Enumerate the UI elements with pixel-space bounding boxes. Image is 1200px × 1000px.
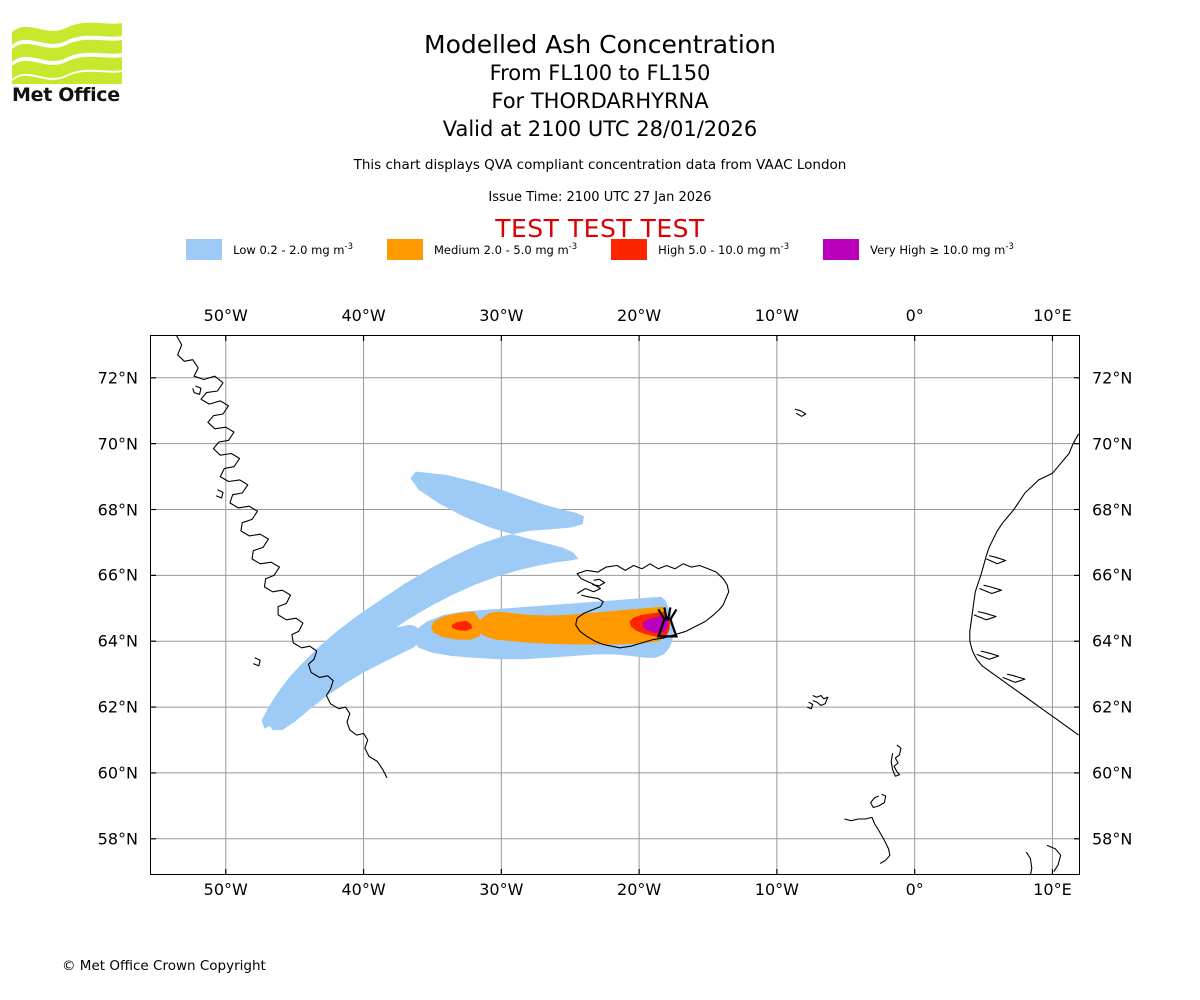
lon-label-bot-5: 0° — [905, 880, 924, 899]
title-block: Modelled Ash Concentration From FL100 to… — [0, 0, 1200, 243]
coastline-path-3 — [253, 657, 261, 667]
lat-label-right-2: 68°N — [1092, 500, 1133, 519]
logo-brand-text: Met Office — [12, 84, 120, 106]
coastline-path-4 — [575, 563, 730, 649]
coastline-path-12 — [969, 433, 1080, 736]
plume-low-2 — [267, 624, 422, 731]
lon-label-top-0: 50°W — [203, 306, 248, 325]
coastline-path-19 — [1046, 844, 1062, 872]
valid-time-subtitle: Valid at 2100 UTC 28/01/2026 — [442, 117, 758, 141]
ash-plume-contours — [261, 471, 674, 731]
flight-level-subtitle: From FL100 to FL150 — [489, 61, 711, 85]
legend-label-0: Low 0.2 - 2.0 mg m-3 — [233, 242, 353, 257]
lon-label-bot-1: 40°W — [341, 880, 386, 899]
issue-time: Issue Time: 2100 UTC 27 Jan 2026 — [488, 190, 712, 205]
lon-label-top-3: 20°W — [617, 306, 662, 325]
lat-label-left-7: 58°N — [97, 829, 138, 849]
coastline-path-15 — [973, 611, 997, 621]
lat-label-left-4: 64°N — [97, 631, 138, 651]
lon-label-bot-3: 20°W — [617, 880, 662, 899]
lat-label-right-6: 60°N — [1092, 763, 1133, 783]
legend-item-1: Medium 2.0 - 5.0 mg m-3 — [386, 239, 578, 260]
coastline-path-0 — [175, 335, 388, 779]
lon-label-bot-4: 10°W — [754, 880, 799, 899]
volcano-subtitle: For THORDARHYRNA — [491, 89, 709, 113]
legend-item-2: High 5.0 - 10.0 mg m-3 — [611, 239, 789, 260]
lon-label-bot-2: 30°W — [479, 880, 524, 899]
coastline-path-6 — [794, 408, 807, 417]
lat-label-right-7: 58°N — [1092, 829, 1133, 849]
qva-note: This chart displays QVA compliant concen… — [353, 157, 847, 173]
met-office-logo: Met Office — [10, 22, 130, 112]
coastline-path-11 — [844, 816, 891, 864]
legend-swatch-1 — [386, 239, 423, 260]
coastline-path-14 — [979, 584, 1003, 595]
coastline-path-9 — [890, 744, 902, 777]
lat-label-left-6: 60°N — [97, 763, 138, 783]
page-title: Modelled Ash Concentration — [424, 30, 776, 59]
plume-high-1 — [451, 620, 473, 631]
coastline-path-16 — [976, 650, 1000, 660]
coastline-path-1 — [192, 385, 202, 395]
legend-swatch-3 — [823, 239, 860, 260]
coastline-path-5 — [592, 578, 606, 587]
lat-label-right-0: 72°N — [1092, 368, 1133, 388]
coastline-path-13 — [986, 555, 1007, 565]
legend-label-3: Very High ≥ 10.0 mg m-3 — [870, 242, 1014, 257]
legend-item-3: Very High ≥ 10.0 mg m-3 — [823, 239, 1014, 260]
lon-label-top-5: 0° — [905, 306, 924, 325]
test-banner: TEST TEST TEST — [495, 214, 705, 243]
concentration-legend: Low 0.2 - 2.0 mg m-3 Medium 2.0 - 5.0 mg … — [0, 239, 1200, 260]
lat-label-right-5: 62°N — [1092, 697, 1133, 717]
coastline-path-10 — [870, 793, 887, 809]
lat-label-left-1: 70°N — [97, 434, 138, 454]
legend-swatch-0 — [186, 239, 223, 260]
legend-label-1: Medium 2.0 - 5.0 mg m-3 — [433, 242, 578, 257]
coastline-path-2 — [215, 489, 224, 499]
volcano-marker-icon — [656, 607, 678, 638]
lon-label-bot-6: 10°E — [1033, 880, 1072, 899]
plume-medium-0 — [476, 606, 670, 645]
coastline-path-8 — [807, 701, 814, 710]
lat-label-right-3: 66°N — [1092, 565, 1133, 585]
lat-label-right-4: 64°N — [1092, 631, 1133, 651]
coastlines — [175, 335, 1080, 875]
lon-label-bot-0: 50°W — [203, 880, 248, 899]
lat-label-left-3: 66°N — [97, 565, 138, 585]
lat-label-left-2: 68°N — [97, 500, 138, 519]
legend-item-0: Low 0.2 - 2.0 mg m-3 — [186, 239, 353, 260]
lon-label-top-4: 10°W — [754, 306, 799, 325]
map-plot: 50°W 50°W 40°W 40°W 30°W 30°W 20°W 20°W 10°W 10°W… — [98, 306, 1133, 899]
coastline-path-7 — [812, 694, 829, 706]
coastline-path-17 — [1002, 673, 1026, 683]
legend-swatch-2 — [611, 239, 648, 260]
lon-label-top-1: 40°W — [341, 306, 386, 325]
copyright-notice: © Met Office Crown Copyright — [62, 958, 266, 974]
coastline-path-18 — [1025, 851, 1033, 875]
lat-label-right-1: 70°N — [1092, 434, 1133, 454]
lon-label-top-6: 10°E — [1033, 306, 1072, 325]
lon-label-top-2: 30°W — [479, 306, 524, 325]
lat-label-left-0: 72°N — [97, 368, 138, 388]
lat-label-left-5: 62°N — [97, 697, 138, 717]
legend-label-2: High 5.0 - 10.0 mg m-3 — [658, 242, 790, 257]
